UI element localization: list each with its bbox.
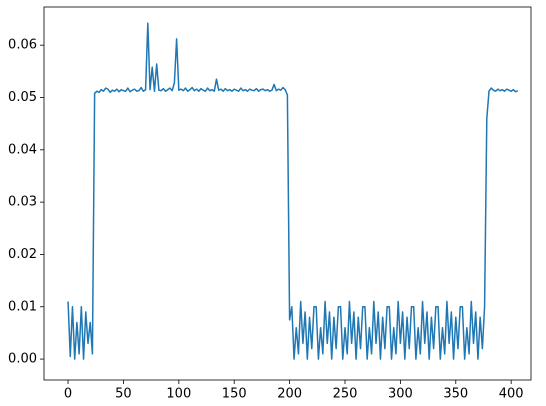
y-tick-label: 0.06	[8, 38, 37, 53]
x-tick-label: 350	[443, 387, 468, 402]
x-tick-label: 300	[388, 387, 413, 402]
plot-frame	[43, 6, 532, 381]
x-tick-label: 100	[166, 387, 191, 402]
x-tick-label: 0	[64, 387, 72, 402]
y-tick-label: 0.03	[8, 195, 37, 210]
x-tick-label: 50	[115, 387, 132, 402]
y-tick-label: 0.04	[8, 142, 37, 157]
x-tick-label: 400	[499, 387, 524, 402]
y-tick-label: 0.02	[8, 247, 37, 262]
x-tick-label: 250	[333, 387, 358, 402]
y-tick-label: 0.05	[8, 90, 37, 105]
data-line	[67, 22, 519, 360]
y-tick-label: 0.01	[8, 299, 37, 314]
x-tick-label: 150	[222, 387, 247, 402]
x-tick-label: 200	[277, 387, 302, 402]
y-tick-label: 0.00	[8, 352, 37, 367]
